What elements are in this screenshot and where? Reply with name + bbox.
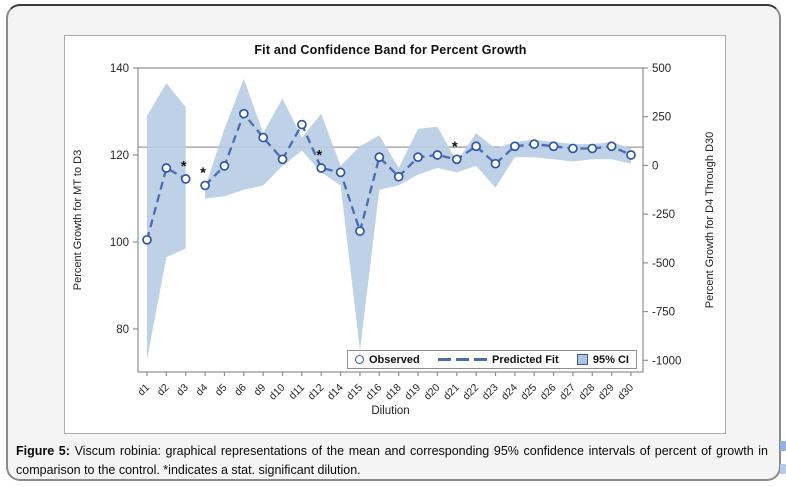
- figure-card: 140 120 100 80 500 250 0 -250 -500 -750 -1000 d1 d2 d…: [6, 4, 781, 481]
- axis-tick-label: -250: [652, 209, 675, 221]
- axis-tick-label: 250: [652, 112, 671, 124]
- x-axis-tick-label: d2: [155, 382, 172, 399]
- observed-point: [451, 154, 462, 165]
- x-axis-title: Dilution: [371, 405, 410, 417]
- observed-point: [258, 132, 269, 143]
- observed-point: [490, 158, 501, 169]
- observed-point: [413, 152, 423, 163]
- legend-item-predicted-fit: Predicted Fit: [438, 354, 559, 366]
- axis-tick-label: 140: [110, 63, 129, 75]
- x-axis-tick-label: d1: [135, 382, 152, 399]
- dashed-line-icon: [438, 358, 488, 361]
- x-axis-tick-label: d9: [252, 382, 269, 399]
- axis-tick-label: 80: [116, 324, 129, 336]
- plot-frame: [137, 67, 644, 373]
- observed-point: [355, 226, 365, 236]
- axis-tick-label: -1000: [652, 355, 681, 367]
- x-axis-tick-label: d21: [441, 382, 462, 403]
- observed-point: [238, 108, 249, 119]
- observed-point: [277, 154, 288, 165]
- legend-label-ci: 95% CI: [592, 353, 629, 366]
- x-axis-tick-label: d6: [232, 382, 249, 399]
- observed-point: [432, 150, 443, 160]
- legend-label-observed: Observed: [369, 353, 420, 366]
- x-axis-tick-label: d3: [174, 382, 191, 399]
- confidence-band: [147, 83, 186, 360]
- x-axis-tick-label: d18: [383, 382, 404, 403]
- observed-point: [548, 141, 559, 152]
- observed-point: [180, 174, 191, 184]
- axis-tick-label: 100: [110, 237, 129, 249]
- legend-item-observed: Observed: [355, 354, 420, 366]
- observed-point: [200, 180, 210, 191]
- significance-asterisk: *: [181, 158, 187, 175]
- confidence-band-icon: [576, 354, 588, 365]
- figure-caption-text: Viscum robinia: graphical representation…: [16, 444, 768, 477]
- x-axis-tick-label: d12: [305, 382, 326, 403]
- observed-point: [161, 163, 172, 173]
- observed-point: [626, 150, 636, 160]
- x-axis-tick-label: d25: [518, 382, 539, 403]
- significance-asterisk: *: [452, 138, 458, 155]
- figure-caption-label: Figure 5:: [16, 444, 70, 458]
- axis-tick-label: -500: [652, 258, 675, 270]
- observed-point: [297, 119, 307, 130]
- x-axis-tick-label: d30: [615, 382, 636, 403]
- x-axis-tick-label: d10: [267, 382, 288, 403]
- observed-point: [335, 167, 346, 178]
- figure-caption: Figure 5: Viscum robinia: graphical repr…: [16, 442, 768, 480]
- observed-point: [471, 141, 481, 152]
- left-axis-title: Percent Growth for MT to D3: [72, 149, 84, 291]
- observed-point: [374, 152, 385, 163]
- axis-tick-label: 0: [652, 160, 658, 172]
- x-axis-tick-label: d27: [557, 382, 578, 403]
- observed-point: [393, 171, 404, 182]
- observed-point: [142, 234, 152, 245]
- observed-point: [316, 163, 327, 173]
- x-axis-tick-label: d5: [213, 382, 230, 399]
- chart-legend: Observed Predicted Fit 95% CI: [347, 350, 637, 369]
- x-axis-tick-label: d16: [364, 382, 385, 403]
- chart-title: Fit and Confidence Band for Percent Grow…: [254, 43, 527, 57]
- legend-item-ci: 95% CI: [576, 353, 629, 366]
- x-axis-tick-label: d28: [577, 382, 598, 403]
- observed-point: [587, 143, 598, 154]
- page-edge-decoration: [780, 464, 786, 474]
- x-axis-tick-label: d20: [422, 382, 443, 403]
- axis-tick-label: 500: [652, 63, 671, 75]
- observed-point: [568, 143, 578, 154]
- observed-marker-icon: [355, 355, 364, 364]
- significance-asterisk: *: [200, 164, 206, 181]
- x-axis-tick-label: d26: [538, 382, 559, 403]
- observed-point: [219, 161, 230, 171]
- page-edge-decoration: [780, 441, 786, 451]
- axis-tick-label: -750: [652, 307, 675, 319]
- right-axis-title: Percent Growth for D4 Through D30: [704, 131, 716, 309]
- x-axis-tick-label: d14: [325, 382, 346, 403]
- legend-label-predicted-fit: Predicted Fit: [492, 353, 559, 366]
- observed-point: [529, 139, 540, 149]
- x-axis-tick-label: d29: [596, 382, 617, 403]
- x-axis-tick-label: d4: [193, 382, 210, 399]
- x-axis-tick-label: d23: [480, 382, 501, 403]
- observed-point: [509, 141, 520, 152]
- x-axis-tick-label: d11: [287, 382, 307, 402]
- axis-tick-label: 120: [110, 150, 129, 162]
- chart-image: 140 120 100 80 500 250 0 -250 -500 -750 -1000 d1 d2 d…: [64, 35, 726, 434]
- x-axis-tick-label: d19: [402, 382, 423, 403]
- x-axis-tick-label: d24: [499, 382, 520, 403]
- x-axis-tick-label: d22: [460, 382, 481, 403]
- significance-asterisk: *: [316, 147, 322, 164]
- confidence-band: [205, 78, 631, 351]
- x-axis-tick-label: d15: [344, 382, 365, 403]
- observed-point: [606, 141, 617, 152]
